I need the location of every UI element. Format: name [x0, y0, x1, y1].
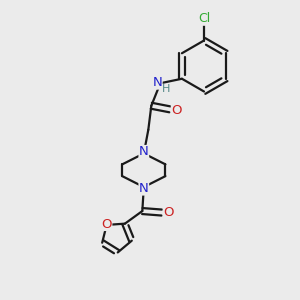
- Text: N: N: [139, 182, 149, 195]
- Text: O: O: [101, 218, 112, 230]
- Text: Cl: Cl: [198, 12, 210, 25]
- Text: O: O: [171, 104, 182, 117]
- Text: O: O: [163, 206, 174, 219]
- Text: N: N: [152, 76, 162, 89]
- Text: H: H: [161, 84, 170, 94]
- Text: N: N: [139, 146, 149, 158]
